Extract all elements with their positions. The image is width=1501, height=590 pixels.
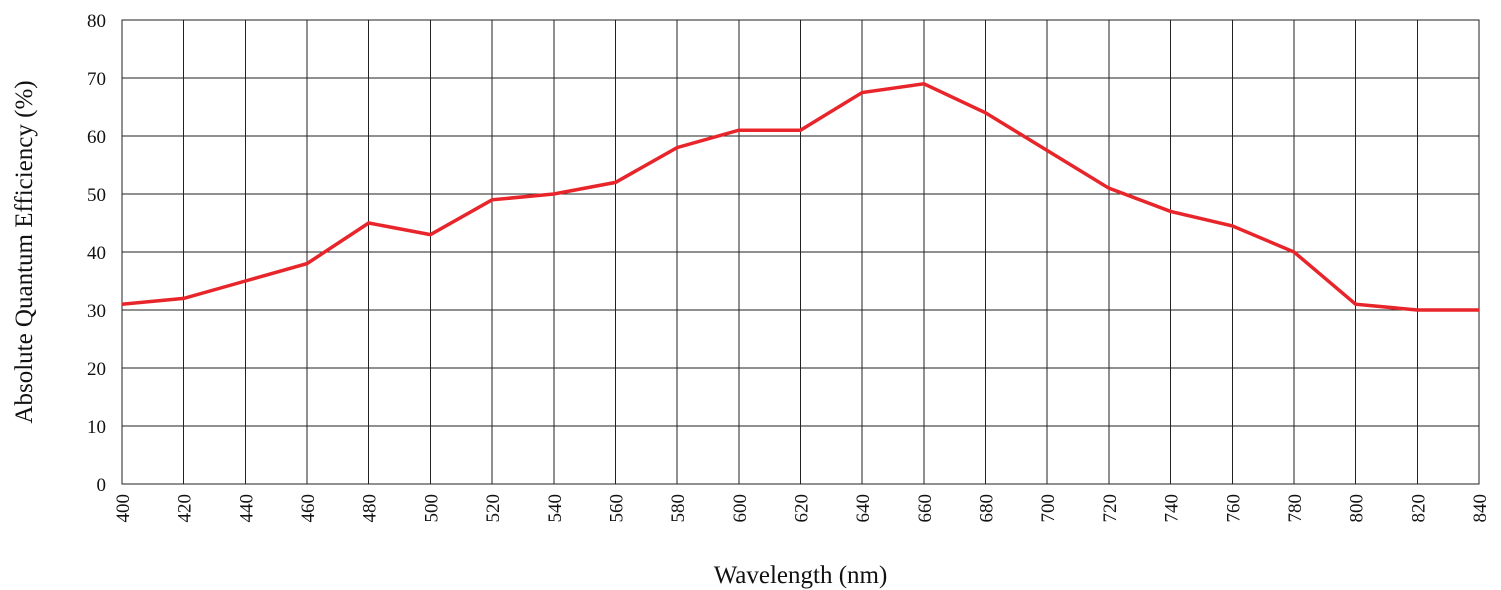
x-tick-label: 540 bbox=[545, 494, 566, 523]
x-tick-label: 500 bbox=[421, 494, 442, 523]
x-tick-label: 680 bbox=[977, 494, 998, 523]
y-axis-tick-labels: 0 10 20 30 40 50 60 70 80 bbox=[87, 11, 106, 496]
x-tick-label: 800 bbox=[1347, 494, 1368, 523]
y-tick-label: 40 bbox=[87, 243, 106, 264]
x-tick-label: 580 bbox=[668, 494, 689, 523]
y-tick-label: 0 bbox=[97, 475, 107, 496]
y-tick-label: 70 bbox=[87, 69, 106, 90]
y-tick-label: 10 bbox=[87, 417, 106, 438]
plot-area-frame bbox=[121, 19, 1480, 485]
x-tick-label: 740 bbox=[1162, 494, 1183, 523]
x-tick-label: 820 bbox=[1408, 494, 1429, 523]
x-tick-label: 420 bbox=[175, 494, 196, 523]
x-tick-label: 600 bbox=[730, 494, 751, 523]
x-tick-label: 660 bbox=[915, 494, 936, 523]
x-tick-label: 440 bbox=[236, 494, 257, 523]
x-axis-tick-labels: 400 420 440 460 480 500 520 540 560 580 600 620 640 6… bbox=[113, 494, 1491, 523]
x-tick-label: 400 bbox=[113, 494, 134, 523]
y-tick-label: 30 bbox=[87, 301, 106, 322]
x-tick-label: 780 bbox=[1285, 494, 1306, 523]
x-tick-label: 760 bbox=[1223, 494, 1244, 523]
x-axis-title: Wavelength (nm) bbox=[714, 562, 888, 589]
x-tick-label: 640 bbox=[853, 494, 874, 523]
x-tick-label: 840 bbox=[1470, 494, 1491, 523]
x-tick-label: 560 bbox=[606, 494, 627, 523]
x-tick-label: 620 bbox=[792, 494, 813, 523]
x-tick-label: 460 bbox=[298, 494, 319, 523]
y-tick-label: 80 bbox=[87, 11, 106, 32]
x-tick-label: 720 bbox=[1100, 494, 1121, 523]
x-tick-label: 700 bbox=[1038, 494, 1059, 523]
series-line-0 bbox=[121, 81, 1479, 312]
y-axis-title: Absolute Quantum Efficiency (%) bbox=[11, 80, 38, 423]
y-tick-label: 60 bbox=[87, 127, 106, 148]
series-layer bbox=[121, 81, 1479, 312]
x-tick-label: 520 bbox=[483, 494, 504, 522]
x-tick-label: 480 bbox=[360, 494, 381, 523]
y-tick-label: 50 bbox=[87, 185, 106, 206]
y-tick-label: 20 bbox=[87, 359, 106, 380]
